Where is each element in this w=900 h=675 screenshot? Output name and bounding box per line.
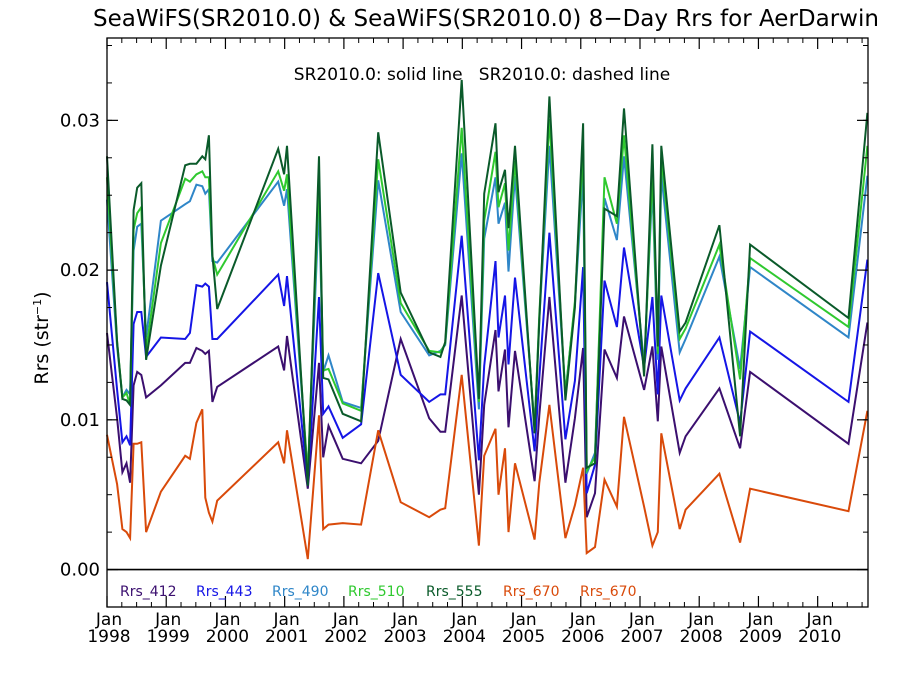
series-line-rrs-555 — [106, 79, 869, 486]
x-tick-label-month: Jan — [332, 610, 359, 630]
x-tick-label-year: 2004 — [443, 627, 486, 647]
chart-title: SeaWiFS(SR2010.0) & SeaWiFS(SR2010.0) 8−… — [93, 6, 879, 32]
x-tick-label-year: 2000 — [206, 627, 249, 647]
svg-text:Rrs (str−1): Rrs (str−1) — [31, 291, 53, 384]
legend-entry-rrs-555: Rrs_555 — [426, 584, 483, 600]
x-tick-label-year: 2003 — [383, 627, 426, 647]
x-tick-label-month: Jan — [154, 610, 181, 630]
x-tick-label-month: Jan — [213, 610, 240, 630]
x-tick-label-month: Jan — [806, 610, 833, 630]
x-tick-label-month: Jan — [628, 610, 655, 630]
y-tick-label: 0.01 — [60, 410, 100, 431]
legend: Rrs_412 Rrs_443 Rrs_490 Rrs_510 Rrs_555 Rrs_6… — [120, 584, 637, 600]
x-tick-label-month: Jan — [273, 610, 300, 630]
x-tick-label-year: 2010 — [798, 627, 841, 647]
x-tick-label-month: Jan — [391, 610, 418, 630]
y-axis-ticks: 0.00 0.01 0.02 0.03 — [60, 44, 868, 608]
series-line-rrs-670 — [106, 374, 869, 560]
x-tick-label-month: Jan — [746, 610, 773, 630]
x-tick-label-year: 2006 — [561, 627, 604, 647]
series-line-rrs-412 — [106, 295, 869, 518]
x-tick-label-year: 2005 — [502, 627, 545, 647]
x-tick-label-year: 1999 — [147, 627, 190, 647]
x-tick-label-year: 2002 — [324, 627, 367, 647]
legend-entry-rrs-490: Rrs_490 — [272, 584, 329, 600]
legend-entry-rrs-412: Rrs_412 — [120, 584, 177, 600]
x-tick-label-year: 2007 — [620, 627, 663, 647]
x-tick-label-month: Jan — [509, 610, 536, 630]
x-tick-label-year: 2001 — [265, 627, 308, 647]
x-axis-ticks: Jan1998Jan1999Jan2000Jan2001Jan2002Jan20… — [87, 38, 863, 647]
legend-entry-rrs-670: Rrs_670 — [580, 584, 637, 600]
y-tick-label: 0.00 — [60, 560, 100, 581]
x-tick-label-month: Jan — [569, 610, 596, 630]
y-axis-label-exponent: −1 — [31, 299, 44, 315]
legend-entry-rrs-510: Rrs_510 — [348, 584, 405, 600]
legend-entry-rrs-670: Rrs_670 — [503, 584, 560, 600]
y-tick-label: 0.03 — [60, 110, 100, 131]
y-tick-label: 0.02 — [60, 260, 100, 281]
plot-frame — [106, 37, 869, 608]
plot-lines — [106, 79, 869, 560]
line-style-annotation: SR2010.0: solid line SR2010.0: dashed li… — [294, 65, 670, 85]
x-tick-label-year: 2008 — [680, 627, 723, 647]
series-line-rrs-490 — [106, 145, 869, 476]
x-tick-label-year: 1998 — [87, 627, 130, 647]
y-axis-label: Rrs (str−1) — [31, 291, 53, 384]
x-tick-label-month: Jan — [687, 610, 714, 630]
legend-entry-rrs-443: Rrs_443 — [196, 584, 253, 600]
y-axis-label-end: ) — [31, 291, 53, 298]
x-tick-label-month: Jan — [450, 610, 477, 630]
series-line-rrs-443 — [106, 232, 869, 494]
x-tick-label-year: 2009 — [739, 627, 782, 647]
y-axis-label-main: Rrs (str — [31, 315, 53, 385]
x-tick-label-month: Jan — [95, 610, 122, 630]
